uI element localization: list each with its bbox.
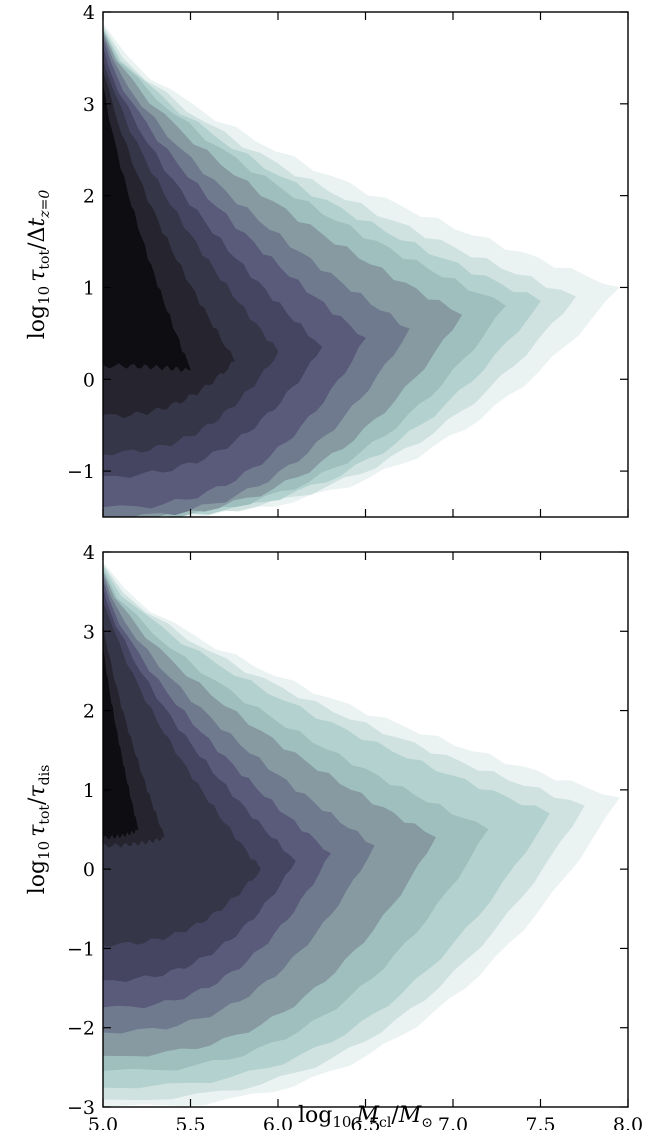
contour-level-8 (103, 597, 261, 947)
x-tick-label: 7.5 (525, 1114, 555, 1130)
x-tick-label: 5.5 (175, 1114, 205, 1130)
x-axis-label: log10 Mcl/M⊙ (298, 1103, 433, 1130)
x-tick-label: 8.0 (613, 1114, 643, 1130)
top-panel: −1 0 1 2 3 4 log10τtot/Δtz=0 (25, 2, 629, 518)
contour-level-10 (103, 84, 191, 372)
y-tick-label: 4 (83, 2, 95, 24)
y-tick-label: 2 (83, 701, 95, 723)
y-tick-label: 0 (83, 859, 95, 881)
y-tick-label: 2 (83, 186, 95, 208)
y-axis-label: log10τtot/Δtz=0 (25, 190, 53, 340)
y-tick-label: 1 (83, 780, 95, 802)
y-tick-label: 0 (83, 369, 95, 391)
x-tick-label: 6.0 (263, 1114, 293, 1130)
contour-level-10 (103, 646, 139, 840)
y-tick-label: −2 (67, 1018, 95, 1040)
y-tick-label: −1 (67, 938, 95, 960)
y-tick-label: 3 (83, 94, 95, 116)
y-tick-label: 1 (83, 277, 95, 299)
x-tick-label: 5.0 (88, 1114, 118, 1130)
contour-fills (103, 23, 620, 517)
y-tick-label: −1 (67, 461, 95, 483)
x-tick-label: 6.5 (350, 1114, 380, 1130)
y-tick-label: 4 (83, 542, 95, 564)
contour-fills (103, 562, 620, 1107)
y-axis-label: log10τtot/τdis (25, 765, 53, 895)
x-tick-label: 7.0 (438, 1114, 468, 1130)
y-tick-label: 3 (83, 621, 95, 643)
y-tick-label: −3 (67, 1097, 95, 1119)
bottom-panel: 5.0 5.5 6.0 6.5 7.0 7.5 8.0 −3 −2 −1 0 1 2 3 4 log10τto… (25, 542, 643, 1130)
